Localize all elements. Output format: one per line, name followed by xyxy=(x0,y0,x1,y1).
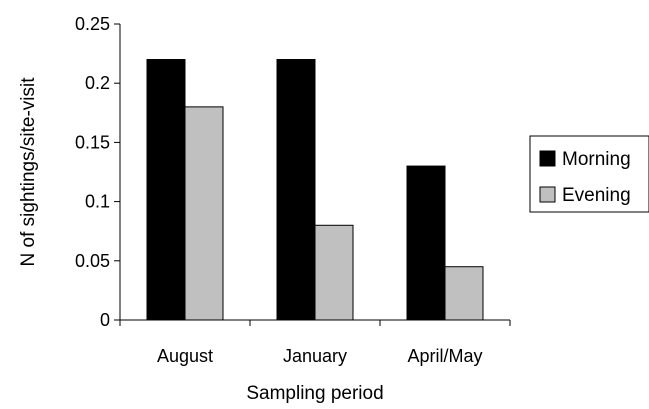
bars xyxy=(146,59,484,321)
bar-morning-january xyxy=(276,59,316,321)
y-tick-label: 0.05 xyxy=(75,251,110,271)
y-tick-label: 0 xyxy=(100,310,110,330)
legend-label-morning: Morning xyxy=(562,149,631,170)
x-tick-label: August xyxy=(157,346,213,366)
bar-evening-aprilmay xyxy=(444,266,484,321)
y-tick-label: 0.2 xyxy=(85,73,110,93)
y-tick-label: 0.25 xyxy=(75,14,110,34)
bar-morning-aprilmay xyxy=(406,165,446,321)
legend: Morning Evening xyxy=(529,135,649,213)
x-axis-title: Sampling period xyxy=(246,383,383,404)
legend-label-evening: Evening xyxy=(562,185,631,206)
y-axis: 0 0.05 0.1 0.15 0.2 0.25 xyxy=(75,14,121,330)
bar-morning-august xyxy=(146,59,186,321)
legend-swatch-morning xyxy=(539,150,556,167)
legend-swatch-evening xyxy=(539,186,556,203)
x-tick-label: January xyxy=(283,346,347,366)
y-tick-label: 0.1 xyxy=(85,192,110,212)
y-axis-title: N of sightings/site-visit xyxy=(18,77,39,267)
x-tick-label: April/May xyxy=(407,346,482,366)
bar-evening-august xyxy=(184,106,224,321)
bar-evening-january xyxy=(314,224,354,321)
x-axis: August January April/May xyxy=(119,319,511,366)
y-tick-label: 0.15 xyxy=(75,132,110,152)
